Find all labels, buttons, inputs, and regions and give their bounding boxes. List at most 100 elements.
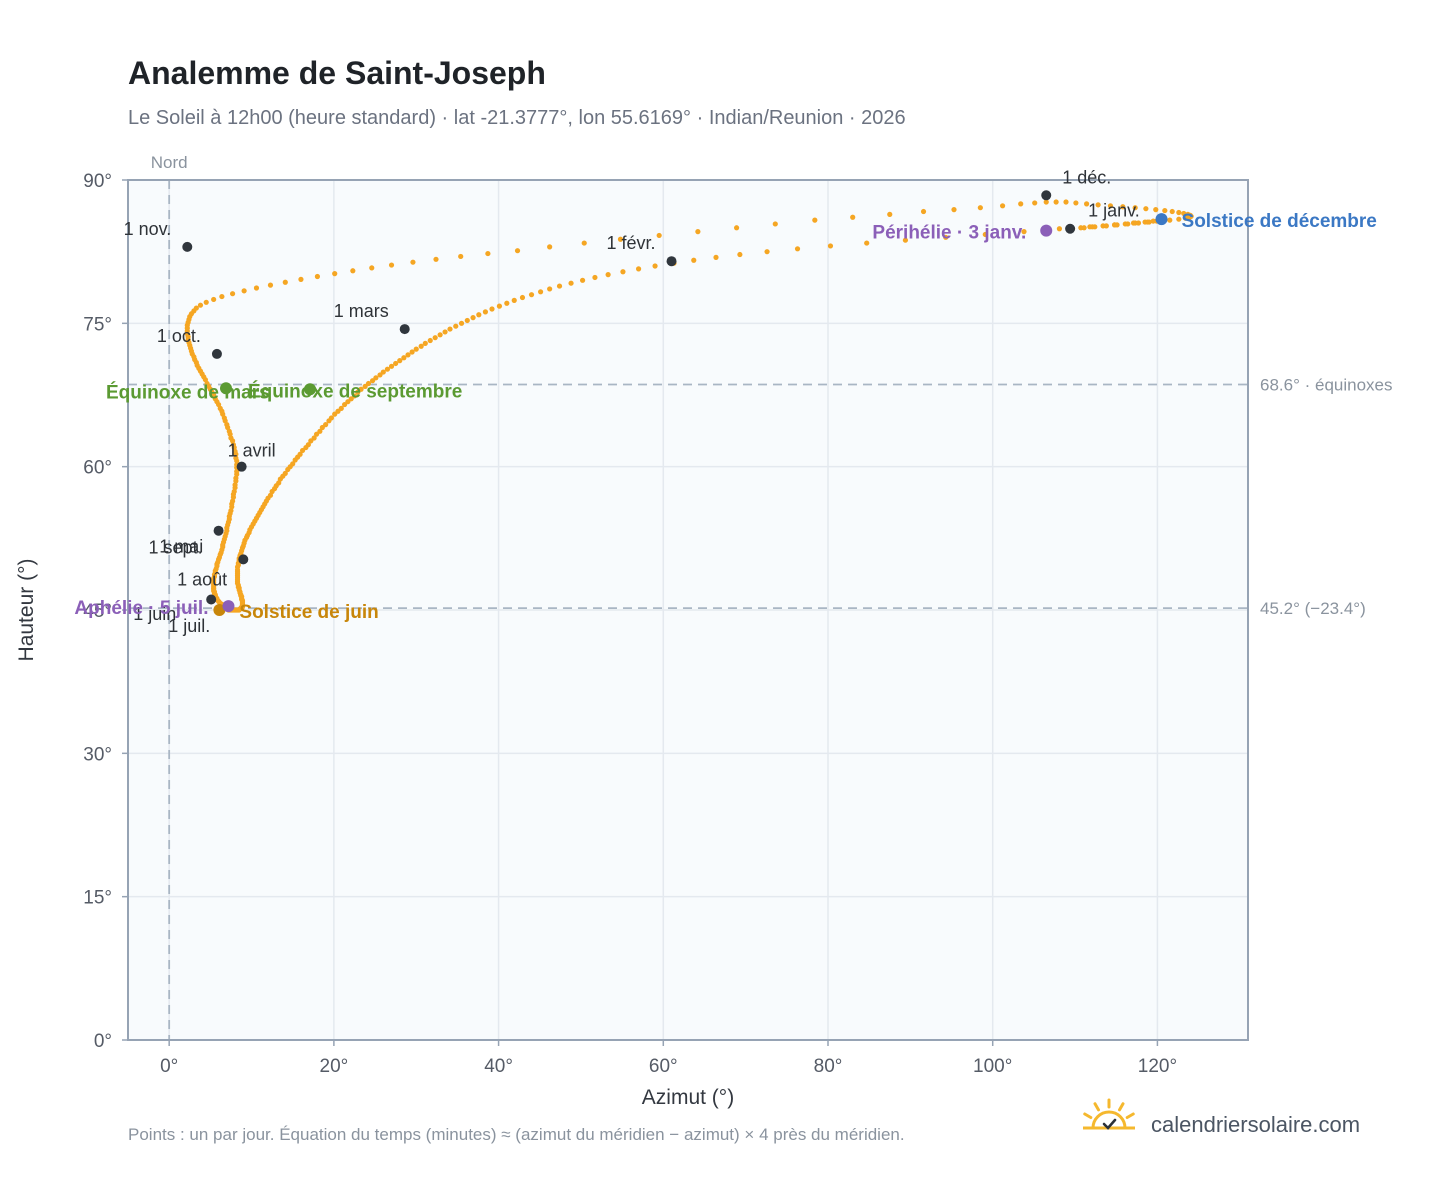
daily-point xyxy=(1143,206,1149,212)
daily-point xyxy=(453,323,459,329)
month-label: 1 sept. xyxy=(149,538,203,558)
daily-point xyxy=(1162,207,1168,214)
daily-point xyxy=(1021,229,1027,235)
month-label: 1 juin xyxy=(133,604,176,624)
y-tick-label: 30° xyxy=(83,744,112,765)
month-marker xyxy=(1065,223,1076,234)
brand-name: calendriersolaire.com xyxy=(1151,1112,1360,1137)
daily-point xyxy=(437,332,443,338)
daily-point xyxy=(319,424,325,431)
daily-point xyxy=(397,358,403,364)
chart-title: Analemme de Saint-Joseph xyxy=(128,55,546,91)
y-axis-label: Hauteur (°) xyxy=(15,559,38,662)
daily-point xyxy=(864,240,870,246)
daily-point xyxy=(388,262,395,268)
daily-point xyxy=(652,263,658,269)
daily-point xyxy=(350,268,356,274)
event-label: Solstice de juin xyxy=(239,602,378,623)
daily-point xyxy=(695,229,701,235)
daily-point xyxy=(267,282,274,288)
daily-point xyxy=(537,289,544,295)
sun-ray xyxy=(1093,1102,1100,1112)
brand-logo: calendriersolaire.com xyxy=(1083,1098,1360,1137)
daily-point xyxy=(1132,205,1138,211)
y-tick-label: 60° xyxy=(83,458,112,479)
month-marker xyxy=(236,461,247,472)
daily-point xyxy=(713,254,719,260)
month-label: 1 janv. xyxy=(1088,201,1140,221)
daily-point xyxy=(1182,215,1189,221)
daily-point xyxy=(1107,203,1114,209)
daily-point xyxy=(1114,222,1120,228)
daily-point xyxy=(827,243,834,249)
month-label: 1 mai xyxy=(159,536,203,556)
daily-point xyxy=(1087,224,1093,230)
daily-point xyxy=(369,265,375,271)
x-tick-label: 120° xyxy=(1138,1056,1177,1077)
daily-point xyxy=(605,272,611,278)
reference-line-label: 45.2° (−23.4°) xyxy=(1260,599,1366,618)
month-marker xyxy=(182,241,193,252)
daily-point xyxy=(592,274,598,281)
month-marker xyxy=(206,594,217,605)
daily-point xyxy=(369,378,376,384)
chart-subtitle: Le Soleil à 12h00 (heure standard) · lat… xyxy=(128,107,906,129)
daily-point xyxy=(233,455,239,461)
footnote: Points : un par jour. Équation du temps … xyxy=(128,1125,905,1144)
sun-ray xyxy=(1125,1112,1135,1119)
event-marker xyxy=(304,383,316,396)
daily-point xyxy=(285,466,291,473)
daily-point xyxy=(887,211,893,217)
daily-point xyxy=(579,277,586,283)
daily-point xyxy=(1135,220,1142,226)
month-marker xyxy=(666,256,677,267)
daily-point xyxy=(341,401,348,408)
daily-point xyxy=(362,383,368,389)
daily-point xyxy=(617,236,624,242)
daily-point xyxy=(432,335,438,341)
month-label: 1 juil. xyxy=(168,616,210,636)
reference-lines: 68.6° · équinoxes 45.2° (−23.4°) Nord xyxy=(128,153,1393,1040)
x-tick-label: 80° xyxy=(814,1056,843,1077)
daily-point xyxy=(298,276,304,282)
daily-point xyxy=(568,280,574,286)
daily-point xyxy=(326,418,332,424)
daily-point xyxy=(737,251,743,258)
x-tick-label: 20° xyxy=(320,1056,349,1077)
daily-point xyxy=(635,266,642,272)
daily-point xyxy=(482,309,489,315)
event-label: Solstice de décembre xyxy=(1182,211,1377,232)
event-label: Équinoxe de septembre xyxy=(248,380,462,402)
daily-point xyxy=(332,271,338,277)
daily-point xyxy=(772,221,778,227)
daily-point xyxy=(1043,199,1049,205)
daily-point xyxy=(902,237,909,243)
sun-ray xyxy=(1118,1102,1125,1112)
daily-point xyxy=(504,300,510,306)
event-marker xyxy=(213,604,226,616)
daily-point xyxy=(528,292,535,298)
daily-point xyxy=(1169,208,1175,215)
daily-point xyxy=(405,352,411,358)
daily-point xyxy=(1095,202,1101,208)
daily-point xyxy=(292,457,298,463)
daily-point xyxy=(620,269,626,275)
event-marker xyxy=(1040,224,1053,237)
event-marker xyxy=(222,600,235,613)
daily-point xyxy=(476,312,482,318)
daily-point xyxy=(384,366,391,372)
daily-point xyxy=(1073,200,1079,206)
event-marker xyxy=(220,382,232,395)
daily-point xyxy=(514,248,521,254)
daily-point xyxy=(920,208,927,215)
month-label: 1 mars xyxy=(334,301,389,321)
daily-point xyxy=(458,253,464,260)
month-marker xyxy=(213,525,224,536)
daily-point xyxy=(850,214,856,220)
daily-point xyxy=(409,349,415,355)
reference-line-label: 68.6° · équinoxes xyxy=(1260,375,1393,394)
month-label: 1 déc. xyxy=(1062,167,1111,187)
daily-point xyxy=(355,389,361,395)
x-tick-label: 0° xyxy=(160,1056,178,1077)
